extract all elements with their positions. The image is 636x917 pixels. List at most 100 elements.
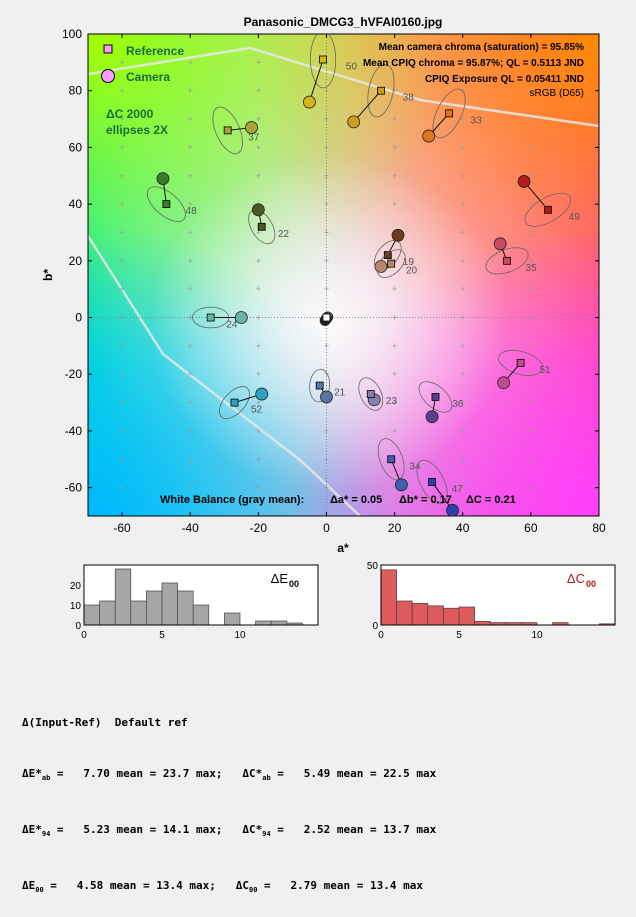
grid-plus-mark: +	[460, 171, 465, 181]
histogram-bar	[255, 620, 272, 626]
grid-plus-mark: +	[119, 142, 124, 152]
grid-plus-mark: +	[460, 454, 465, 464]
histogram-y-tick-label: 50	[367, 561, 379, 572]
grid-plus-mark: +	[392, 369, 397, 379]
patch-label: 24	[226, 320, 238, 331]
tolerance-ellipse	[432, 88, 466, 139]
grid-plus-mark: +	[188, 426, 193, 436]
grid-plus-mark: +	[596, 227, 601, 237]
histogram-x-tick-label: 0	[81, 630, 87, 641]
reference-point	[387, 455, 396, 464]
camera-point	[493, 237, 507, 251]
color-space-label: sRGB (D65)	[530, 88, 584, 99]
grid-plus-mark: +	[119, 426, 124, 436]
histogram-x-tick-label: 0	[378, 630, 384, 641]
grid-plus-mark: +	[596, 114, 601, 124]
patch-label: 49	[569, 212, 581, 223]
histogram-bar	[114, 568, 132, 626]
grid-plus-mark: +	[188, 227, 193, 237]
legend-reference-label: Reference	[126, 44, 184, 58]
y-tick-label: 40	[69, 197, 83, 211]
patch-label: 36	[452, 399, 464, 410]
reference-point	[315, 381, 324, 390]
grid-plus-mark: +	[460, 398, 465, 408]
grid-plus-mark: +	[528, 341, 533, 351]
grid-plus-mark: +	[528, 142, 533, 152]
grid-plus-mark: +	[528, 313, 533, 323]
grid-plus-mark: +	[188, 454, 193, 464]
legend: Reference Camera ΔC 2000 ellipses 2X	[101, 44, 184, 137]
error-vector	[353, 90, 382, 123]
grid-plus-mark: +	[256, 454, 261, 464]
reference-point	[366, 390, 375, 398]
grid-plus-mark: +	[256, 171, 261, 181]
y-tick-label: 80	[69, 84, 83, 98]
patch-label: 33	[471, 115, 483, 126]
grid-plus-mark: +	[460, 57, 465, 67]
reference-point	[516, 358, 525, 367]
summary-right-subscript: ab	[262, 774, 271, 783]
camera-point	[517, 175, 531, 188]
grid-plus-mark: +	[188, 369, 193, 379]
x-tick-label: -20	[250, 521, 268, 535]
y-tick-label: -60	[65, 481, 83, 495]
reference-point	[428, 478, 436, 486]
axis-ticks: -60 -40 -20 0 20 40 60 80 -60 -40 -20 0 20 40 60 80 100	[62, 27, 606, 535]
summary-right-values: = 2.52 mean = 13.7 max	[270, 823, 437, 837]
camera-point	[234, 311, 248, 324]
grid-plus-mark: +	[596, 29, 601, 39]
grid-plus-mark: +	[392, 114, 397, 124]
histogram-bar	[192, 604, 210, 626]
x-tick-label: -60	[113, 521, 131, 535]
histogram-frame	[83, 564, 319, 626]
histogram-y-tick-label: 0	[75, 621, 81, 632]
histogram-bar	[411, 603, 429, 626]
reference-point	[445, 109, 454, 118]
histogram-bar	[224, 612, 241, 626]
summary-left-subscript: ab	[41, 774, 51, 783]
camera-point	[395, 478, 408, 492]
patch-label: 34	[409, 461, 421, 472]
patch-label: 47	[452, 484, 464, 495]
histogram-bar	[177, 590, 194, 626]
grid-plus-mark: +	[528, 483, 533, 493]
reference-point	[431, 393, 440, 401]
summary-left-metric: ΔE*	[22, 823, 42, 837]
y-tick-label: 100	[62, 27, 82, 41]
grid-plus-mark: +	[324, 86, 329, 96]
tolerance-ellipse	[498, 349, 544, 376]
grid-plus-mark: +	[460, 227, 465, 237]
grid-plus-mark: +	[188, 256, 193, 266]
patch-label: 35	[526, 263, 538, 274]
patch-label: 38	[403, 93, 415, 104]
grid-plus-mark: +	[528, 114, 533, 124]
grid-plus-mark: +	[324, 142, 329, 152]
camera-point	[320, 390, 333, 404]
grid-plus-mark: +	[596, 57, 601, 67]
reference-point	[162, 200, 171, 209]
tolerance-ellipse	[146, 186, 186, 222]
histogram-title: ΔC	[567, 571, 585, 586]
histogram-title-subscript: 00	[289, 579, 299, 589]
summary-row: ΔE*94 = 5.23 mean = 14.1 max; ΔC*94 = 2.…	[22, 821, 436, 843]
patch-label: 22	[278, 229, 290, 240]
grid-plus-mark: +	[324, 199, 329, 209]
grid-plus-mark: +	[392, 57, 397, 67]
reference-point	[230, 398, 239, 407]
grid-plus-mark: +	[392, 341, 397, 351]
x-axis-label: a*	[337, 541, 349, 555]
patch-label: 50	[346, 62, 358, 73]
histogram-bar	[161, 582, 178, 626]
summary-left-subscript: 94	[41, 830, 51, 839]
legend-camera-label: Camera	[126, 70, 170, 84]
gamut-boundary-upper	[88, 46, 599, 128]
histogram-delta-e00: 0 5 10 0 10 20 ΔE 00	[70, 564, 319, 641]
grid-plus-mark: +	[460, 284, 465, 294]
grid-plus-mark: +	[119, 171, 124, 181]
camera-point	[156, 172, 170, 186]
camera-point	[374, 260, 388, 273]
histogram-bar	[270, 620, 288, 626]
grid-plus-mark: +	[528, 398, 533, 408]
mean-camera-chroma: Mean camera chroma (saturation) = 95.85%	[379, 42, 584, 53]
grid-plus-mark: +	[528, 227, 533, 237]
